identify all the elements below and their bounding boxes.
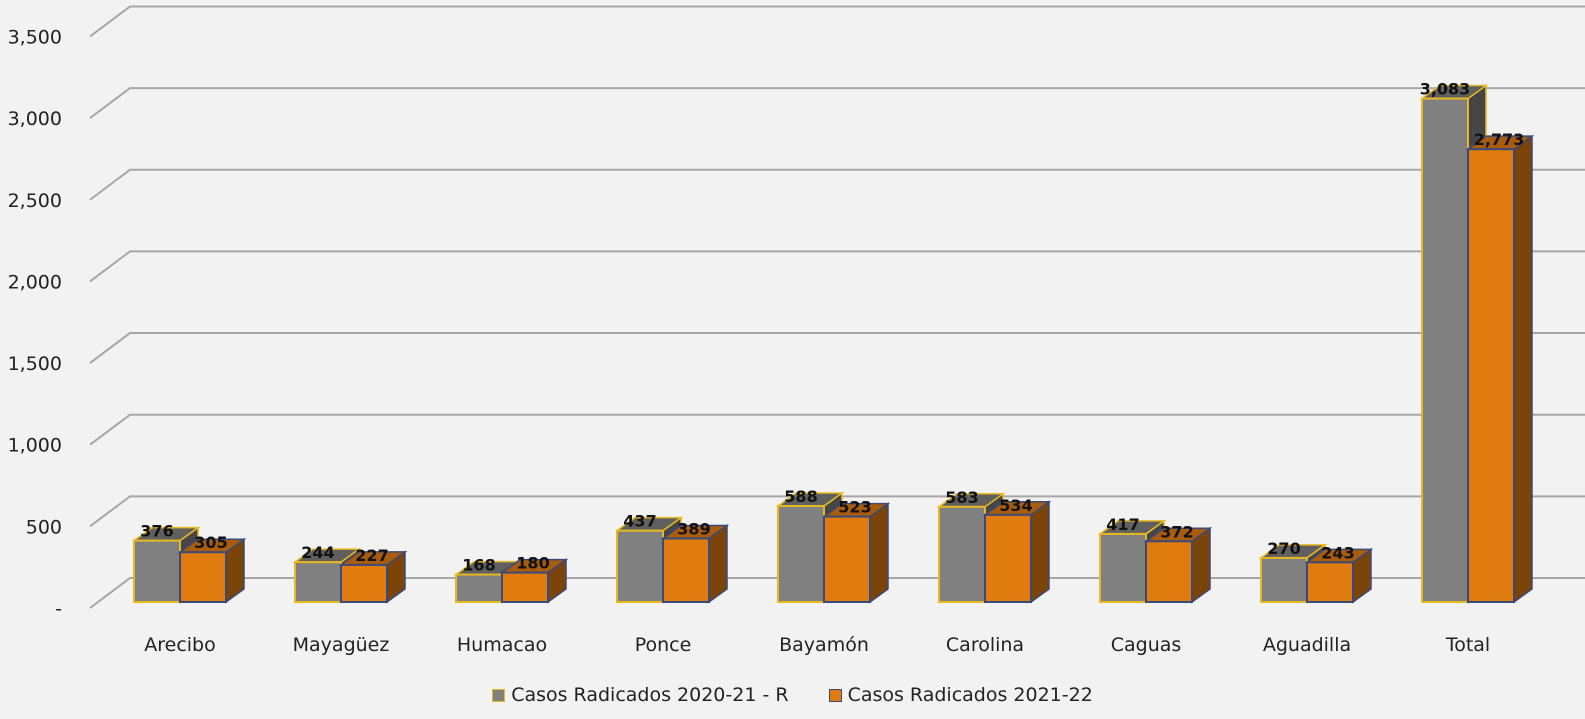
legend-swatch-series-1 — [492, 688, 506, 702]
legend: Casos Radicados 2020-21 - R Casos Radica… — [0, 684, 1585, 706]
x-tick-label: Ponce — [635, 634, 692, 656]
gridline — [89, 5, 1585, 38]
y-tick-label: - — [55, 598, 62, 620]
bar-side — [1513, 134, 1533, 604]
legend-label-series-2: Casos Radicados 2021-22 — [847, 684, 1093, 706]
x-tick-label: Bayamón — [779, 634, 869, 656]
y-tick-label: 3,000 — [8, 108, 62, 130]
bar-side — [869, 502, 889, 604]
data-label: 180 — [516, 554, 549, 573]
data-label: 389 — [677, 519, 710, 538]
data-label: 244 — [301, 543, 334, 562]
y-tick-label: 3,500 — [8, 26, 62, 48]
y-tick-label: 1,500 — [8, 353, 62, 375]
y-tick-label: 2,000 — [8, 271, 62, 293]
bar — [179, 551, 227, 603]
bar — [777, 504, 825, 604]
gridline — [89, 168, 1585, 201]
x-tick-label: Carolina — [946, 634, 1024, 656]
data-label: 437 — [623, 512, 656, 531]
bar — [1145, 540, 1193, 603]
x-tick-label: Caguas — [1111, 634, 1182, 656]
bar — [1421, 97, 1469, 603]
data-label: 227 — [355, 546, 388, 565]
legend-item-series-1: Casos Radicados 2020-21 - R — [492, 684, 789, 706]
x-tick-label: Total — [1445, 634, 1490, 656]
bar-side — [1030, 500, 1050, 604]
data-label: 305 — [194, 533, 227, 552]
data-label: 168 — [462, 556, 495, 575]
bar — [938, 505, 986, 604]
gridline — [89, 413, 1585, 446]
data-label: 534 — [999, 496, 1032, 515]
bar-group: 3,083 2,773 — [1419, 80, 1535, 604]
y-tick-label: 500 — [26, 516, 62, 538]
data-label: 588 — [784, 487, 817, 506]
bar — [984, 513, 1032, 603]
bar — [501, 571, 549, 604]
bar — [1099, 532, 1147, 603]
bar-group: 270 243 — [1258, 539, 1374, 604]
gridline — [89, 495, 1585, 528]
data-label: 376 — [140, 522, 173, 541]
gridline — [89, 87, 1585, 119]
x-tick-label: Arecibo — [144, 634, 216, 656]
y-tick-label: 1,000 — [8, 435, 62, 457]
gridline — [89, 250, 1585, 283]
bar-group: 376 305 — [131, 522, 247, 604]
bar — [823, 515, 871, 604]
bar-group: 244 227 — [292, 543, 408, 604]
bar-group: 588 523 — [775, 487, 891, 604]
x-tick-label: Humacao — [457, 634, 547, 656]
data-label: 583 — [945, 488, 978, 507]
data-label: 372 — [1160, 522, 1193, 541]
x-tick-label: Aguadilla — [1263, 634, 1351, 656]
bar — [455, 573, 503, 604]
bar — [1260, 556, 1308, 603]
bar-group: 437 389 — [614, 512, 730, 604]
bar-group: 417 372 — [1097, 515, 1213, 604]
data-label: 417 — [1106, 515, 1139, 534]
bar — [662, 537, 710, 604]
bar — [133, 539, 181, 603]
bar — [340, 563, 388, 604]
legend-swatch-series-2 — [828, 688, 842, 702]
data-label: 3,083 — [1420, 80, 1471, 99]
x-tick-label: Mayagüez — [293, 634, 390, 656]
bar — [1467, 148, 1515, 603]
data-label: 270 — [1267, 539, 1300, 558]
data-label: 523 — [838, 498, 871, 517]
data-label: 2,773 — [1474, 130, 1525, 149]
bar — [1306, 561, 1354, 604]
gridline — [89, 332, 1585, 364]
y-tick-label: 2,500 — [8, 190, 62, 212]
bar — [294, 561, 342, 603]
legend-item-series-2: Casos Radicados 2021-22 — [828, 684, 1093, 706]
bar — [616, 529, 664, 603]
legend-label-series-1: Casos Radicados 2020-21 - R — [511, 684, 789, 706]
gridlines — [89, 5, 1585, 609]
bar-group: 168 180 — [453, 554, 569, 604]
data-label: 243 — [1321, 543, 1354, 562]
bar-group: 583 534 — [936, 488, 1052, 604]
